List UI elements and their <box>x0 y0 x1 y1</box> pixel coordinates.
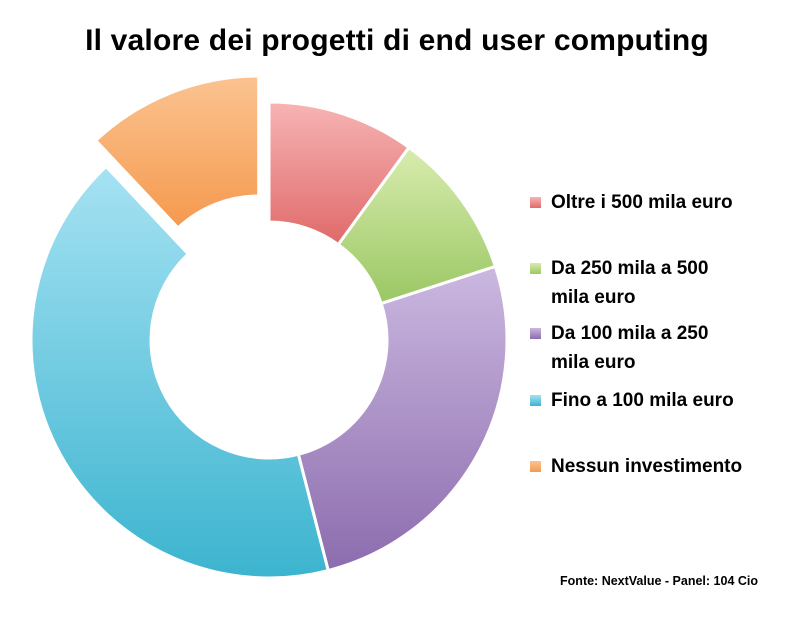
legend-label: Da 250 mila a 500 mila euro <box>551 258 709 308</box>
legend-label: Oltre i 500 mila euro <box>551 192 733 213</box>
legend-swatch <box>530 395 541 406</box>
chart-slices <box>29 74 509 580</box>
legend-label: Fino a 100 mila euro <box>551 390 734 411</box>
legend-swatch <box>530 328 541 339</box>
legend-swatch <box>530 197 541 208</box>
legend-label: Nessun investimento <box>551 456 743 477</box>
chart-title: Il valore dei progetti di end user compu… <box>85 24 709 57</box>
legend-swatch <box>530 263 541 274</box>
slice-da-100-mila-a-250-mila-euro <box>296 264 509 573</box>
source-note: Fonte: NextValue - Panel: 104 Cio <box>560 574 758 588</box>
slice-nessun-investimento <box>93 74 261 231</box>
chart-legend: Oltre i 500 mila euro Da 250 mila a 500 mi… <box>530 0 780 624</box>
slice-fino-a-100-mila-euro <box>29 164 331 580</box>
legend-swatch <box>530 461 541 472</box>
legend-label: Da 100 mila a 250 mila euro <box>551 323 709 373</box>
